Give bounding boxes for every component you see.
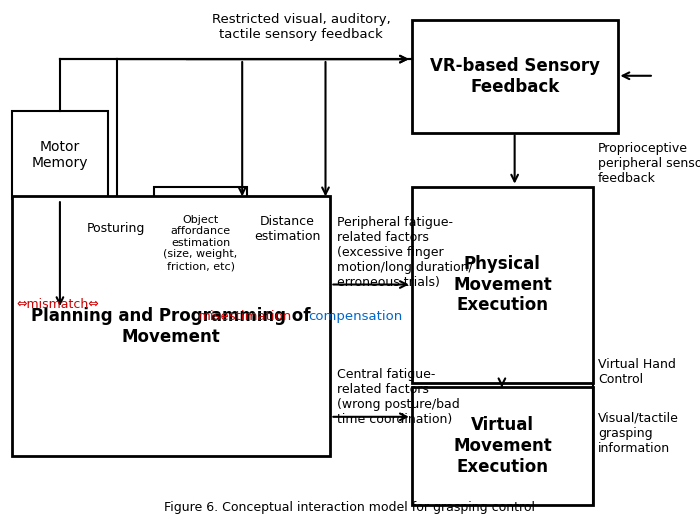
Bar <box>412 388 593 505</box>
Bar <box>12 111 108 199</box>
Text: Posturing: Posturing <box>87 222 146 235</box>
Bar <box>12 196 330 456</box>
Text: Visual/tactile
grasping
information: Visual/tactile grasping information <box>598 412 679 455</box>
Text: Distance
estimation: Distance estimation <box>254 215 321 243</box>
Text: ⇔mismatch⇔: ⇔mismatch⇔ <box>17 297 99 311</box>
Text: Central fatigue-
related factors
(wrong posture/bad
time coordination): Central fatigue- related factors (wrong … <box>337 368 460 426</box>
Text: Planning and Programming of
Movement: Planning and Programming of Movement <box>32 307 311 345</box>
Text: Object
affordance
estimation
(size, weight,
friction, etc): Object affordance estimation (size, weig… <box>163 215 238 271</box>
Bar <box>412 187 593 382</box>
Bar <box>78 199 154 258</box>
Text: Motor
Memory: Motor Memory <box>32 140 88 170</box>
Text: compensation: compensation <box>308 311 402 324</box>
Text: Restricted visual, auditory,
tactile sensory feedback: Restricted visual, auditory, tactile sen… <box>211 13 391 41</box>
Text: misestimation: misestimation <box>198 311 293 324</box>
Text: Physical
Movement
Execution: Physical Movement Execution <box>453 255 552 314</box>
Bar <box>247 199 328 258</box>
Text: Figure 6. Conceptual interaction model for grasping control: Figure 6. Conceptual interaction model f… <box>164 501 536 514</box>
Text: Virtual Hand
Control: Virtual Hand Control <box>598 358 676 386</box>
Text: Peripheral fatigue-
related factors
(excessive finger
motion/long duration/
erro: Peripheral fatigue- related factors (exc… <box>337 216 473 289</box>
Bar <box>412 20 617 133</box>
Text: Proprioceptive
peripheral sensory
feedback: Proprioceptive peripheral sensory feedba… <box>598 142 700 185</box>
Text: VR-based Sensory
Feedback: VR-based Sensory Feedback <box>430 57 600 96</box>
Text: Virtual
Movement
Execution: Virtual Movement Execution <box>453 416 552 476</box>
Bar <box>154 187 247 299</box>
